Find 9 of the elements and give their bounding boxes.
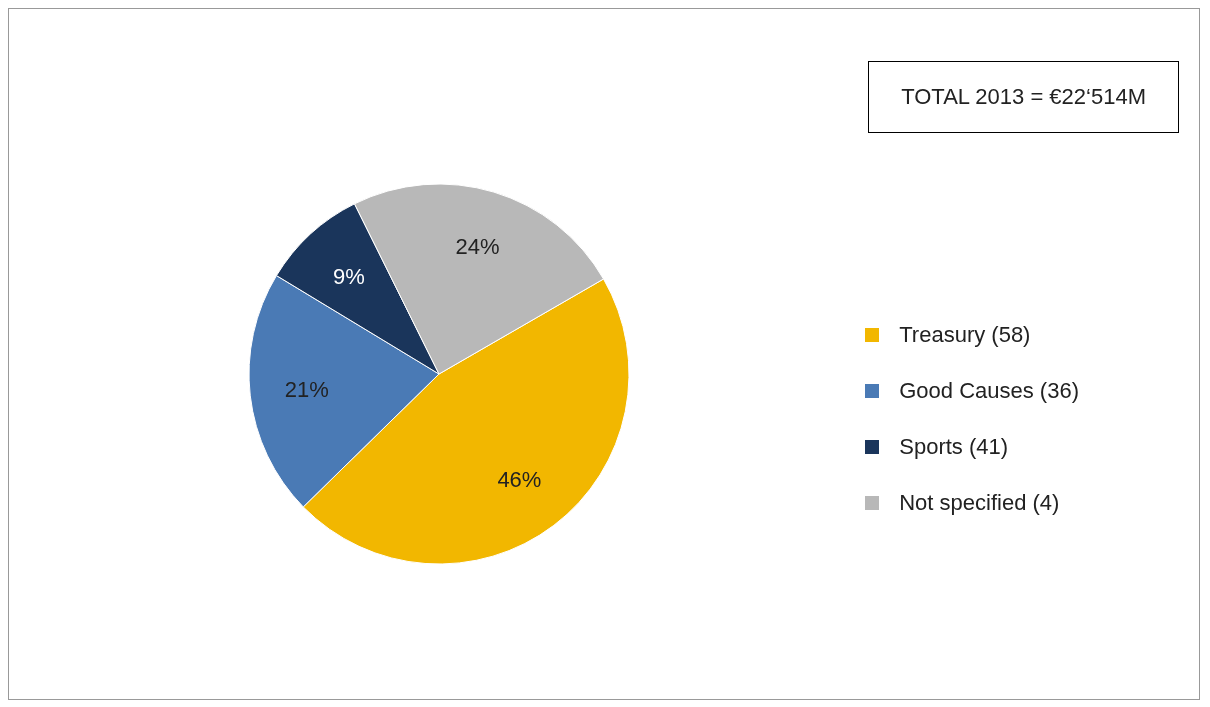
legend-label: Sports (41) — [899, 434, 1009, 460]
legend-label: Good Causes (36) — [899, 378, 1079, 404]
data-label: 24% — [455, 234, 500, 260]
legend-label: Not specified (4) — [899, 490, 1060, 516]
data-label: 46% — [497, 467, 542, 493]
data-label: 21% — [284, 376, 329, 402]
data-label: 9% — [333, 263, 365, 289]
text: TOTAL 2013 = €22‘514M — [868, 61, 1179, 133]
legend-label: Treasury (58) — [899, 322, 1031, 348]
